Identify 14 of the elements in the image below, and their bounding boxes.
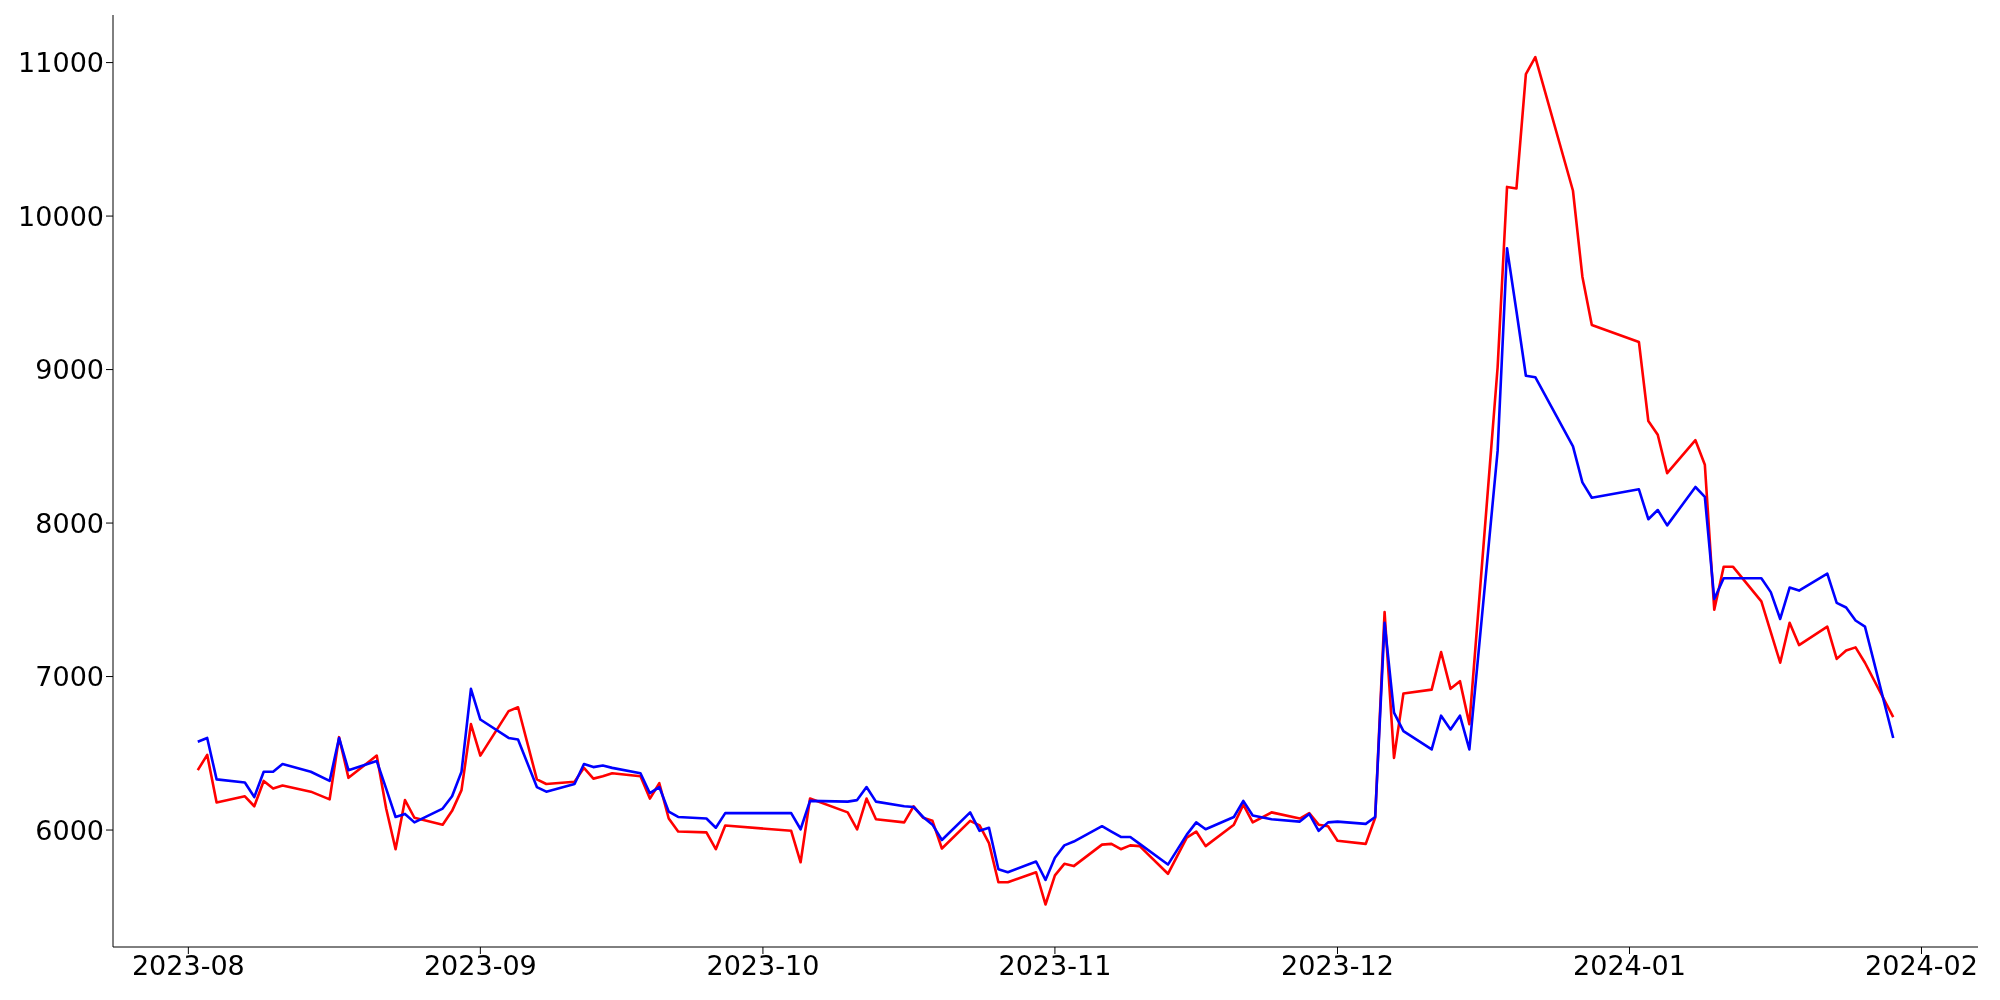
x-tick-label: 2024-01 bbox=[1573, 950, 1686, 982]
y-tick-label: 8000 bbox=[35, 507, 104, 539]
y-tick-label: 11000 bbox=[18, 47, 104, 79]
y-tick-label: 10000 bbox=[18, 200, 104, 232]
x-tick-label: 2024-02 bbox=[1865, 950, 1978, 982]
x-tick-label: 2023-11 bbox=[998, 950, 1112, 982]
line-series bbox=[196, 247, 1895, 882]
y-tick-label: 6000 bbox=[35, 814, 104, 846]
x-tick-label: 2023-10 bbox=[706, 950, 820, 982]
y-tick-label: 7000 bbox=[35, 661, 104, 693]
x-tick-label: 2023-09 bbox=[423, 950, 537, 982]
y-tick-label: 9000 bbox=[35, 354, 104, 386]
x-tick-label: 2023-08 bbox=[131, 950, 245, 982]
x-tick-label: 2023-12 bbox=[1281, 950, 1394, 982]
